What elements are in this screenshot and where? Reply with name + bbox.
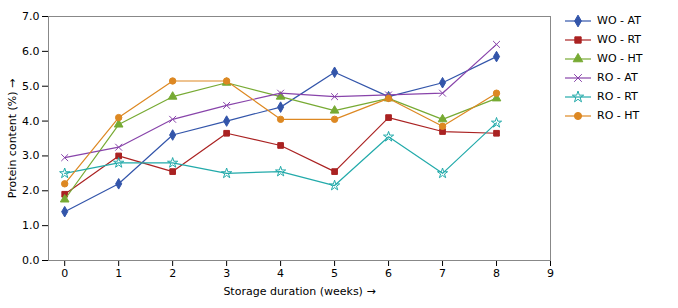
html-text:WO - RT: WO - RT — [597, 33, 642, 46]
svg-text:8: 8 — [493, 267, 500, 280]
svg-text:3.0: 3.0 — [22, 149, 40, 162]
svg-text:2.0: 2.0 — [22, 184, 40, 197]
svg-text:2: 2 — [169, 267, 176, 280]
svg-text:Storage duration (weeks) →: Storage duration (weeks) → — [223, 285, 375, 298]
html-text:RO - RT: RO - RT — [597, 90, 638, 103]
svg-text:9: 9 — [547, 267, 554, 280]
svg-text:4.0: 4.0 — [22, 115, 40, 128]
svg-text:Protein content (%) →: Protein content (%) → — [6, 79, 19, 198]
svg-text:3: 3 — [223, 267, 230, 280]
svg-text:1.0: 1.0 — [22, 219, 40, 232]
html-text:WO - AT: WO - AT — [597, 14, 641, 27]
svg-text:4: 4 — [277, 267, 284, 280]
svg-text:6: 6 — [385, 267, 392, 280]
html-text:WO - HT: WO - HT — [597, 52, 643, 65]
svg-text:7: 7 — [439, 267, 446, 280]
html-text:RO - HT: RO - HT — [597, 109, 640, 122]
svg-text:7.0: 7.0 — [22, 10, 40, 23]
svg-text:6.0: 6.0 — [22, 45, 40, 58]
html-text:RO - AT: RO - AT — [597, 71, 638, 84]
svg-text:5.0: 5.0 — [22, 80, 40, 93]
svg-text:0: 0 — [61, 267, 68, 280]
svg-text:0.0: 0.0 — [22, 254, 40, 267]
svg-text:1: 1 — [115, 267, 122, 280]
svg-text:5: 5 — [331, 267, 338, 280]
